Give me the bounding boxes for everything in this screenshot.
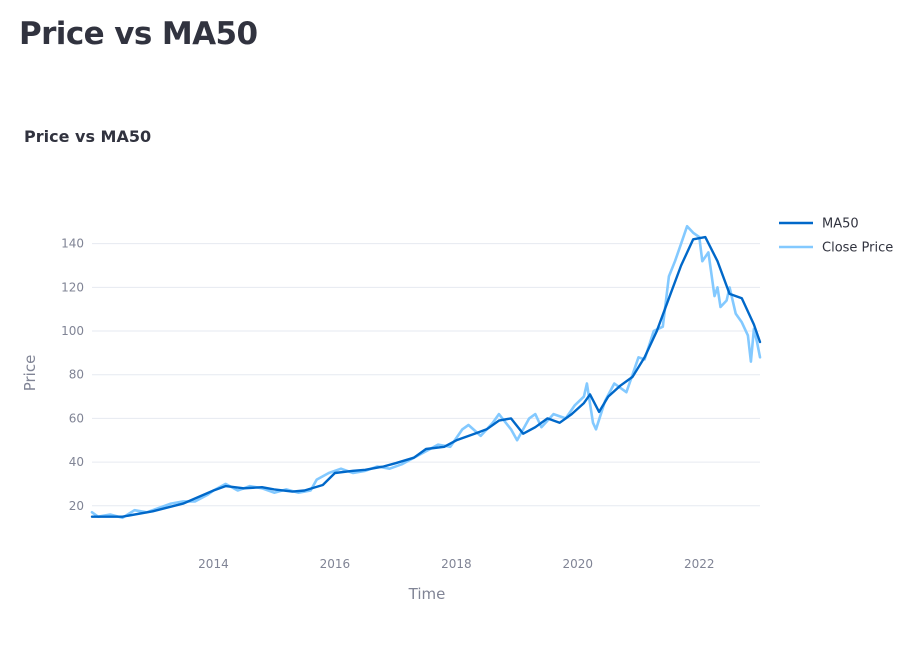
y-tick-label: 120 [61, 280, 84, 294]
y-tick-label: 140 [61, 237, 84, 251]
y-tick-label: 20 [69, 499, 84, 513]
y-axis-ticks: 20 40 60 80 100 120 140 [61, 237, 84, 513]
y-tick-label: 60 [69, 411, 84, 425]
chart-container: Price vs MA50 20 40 60 80 100 120 140 2014 2016… [0, 110, 914, 643]
x-tick-label: 2018 [441, 557, 472, 571]
y-axis-label: Price [21, 355, 39, 392]
x-tick-label: 2022 [684, 557, 715, 571]
y-tick-label: 80 [69, 368, 84, 382]
series-line-close-price[interactable] [90, 224, 762, 520]
legend-label: MA50 [822, 217, 859, 232]
chart-title: Price vs MA50 [24, 127, 151, 146]
page-title: Price vs MA50 [19, 16, 258, 52]
line-chart: Price vs MA50 20 40 60 80 100 120 140 2014 2016… [21, 127, 893, 603]
legend-item-ma50[interactable]: MA50 [779, 217, 859, 232]
x-tick-label: 2016 [320, 557, 351, 571]
legend-item-close-price[interactable]: Close Price [779, 241, 893, 256]
y-tick-label: 40 [69, 455, 84, 469]
series-line-ma50[interactable] [90, 235, 762, 518]
series-layer [90, 224, 762, 520]
x-axis-ticks: 2014 2016 2018 2020 2022 [198, 557, 714, 571]
x-tick-label: 2014 [198, 557, 229, 571]
y-tick-label: 100 [61, 324, 84, 338]
legend[interactable]: MA50 Close Price [779, 217, 893, 256]
x-tick-label: 2020 [563, 557, 594, 571]
legend-label: Close Price [822, 241, 893, 256]
x-axis-label: Time [408, 585, 446, 603]
grid-lines [92, 243, 760, 507]
